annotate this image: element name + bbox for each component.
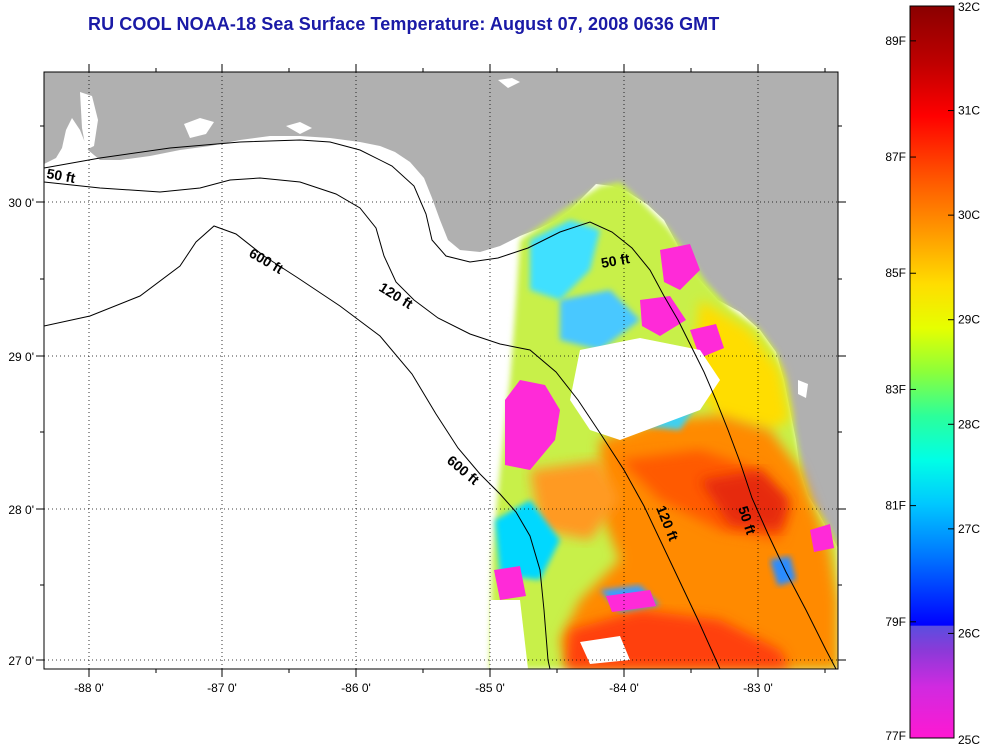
colorbar-celsius-label: 28C [958,417,980,431]
lat-tick-label: 29 0' [8,350,34,364]
colorbar-fahrenheit-label: 85F [885,266,906,280]
colorbar-fahrenheit-label: 79F [885,615,906,629]
lat-lon-grid [44,72,838,669]
lat-tick-label: 27 0' [8,654,34,668]
map-title: RU COOL NOAA-18 Sea Surface Temperature:… [88,14,720,34]
colorbar-fahrenheit-label: 83F [885,382,906,396]
colorbar-celsius-label: 29C [958,313,980,327]
lon-tick-label: -88 0' [74,681,104,695]
lon-tick-label: -83 0' [743,681,773,695]
lon-tick-label: -86 0' [341,681,371,695]
contour-label-50ft-bigbend: 50 ft [600,250,631,271]
colorbar-fahrenheit-label: 77F [885,729,906,743]
lat-tick-label: 30 0' [8,196,34,210]
lon-tick-label: -84 0' [609,681,639,695]
land-mass [44,72,838,548]
colorbar-fahrenheit-label: 87F [885,150,906,164]
colorbar-celsius-label: 27C [958,522,980,536]
temperature-colorbar: 32C 31C 30C 29C 28C 27C 26C 25C 89F 87F 85F 83F 81F 7… [885,0,980,747]
bathymetry-contours [44,139,837,669]
colorbar-celsius-label: 25C [958,733,980,747]
colorbar-fahrenheit-label: 81F [885,499,906,513]
lon-tick-label: -87 0' [207,681,237,695]
colorbar-celsius-label: 31C [958,104,980,118]
lat-tick-label: 28 0' [8,503,34,517]
lon-tick-label: -85 0' [475,681,505,695]
colorbar-gradient [909,5,955,739]
colorbar-fahrenheit-label: 89F [885,34,906,48]
longitude-axis: -88 0' -87 0' -86 0' -85 0' -84 0' -83 0… [74,681,773,695]
colorbar-celsius-label: 26C [958,626,980,640]
contour-label-50ft-west: 50 ft [45,165,76,186]
latitude-axis: 30 0' 29 0' 28 0' 27 0' [8,196,34,668]
colorbar-celsius-label: 32C [958,0,980,14]
colorbar-celsius-label: 30C [958,208,980,222]
